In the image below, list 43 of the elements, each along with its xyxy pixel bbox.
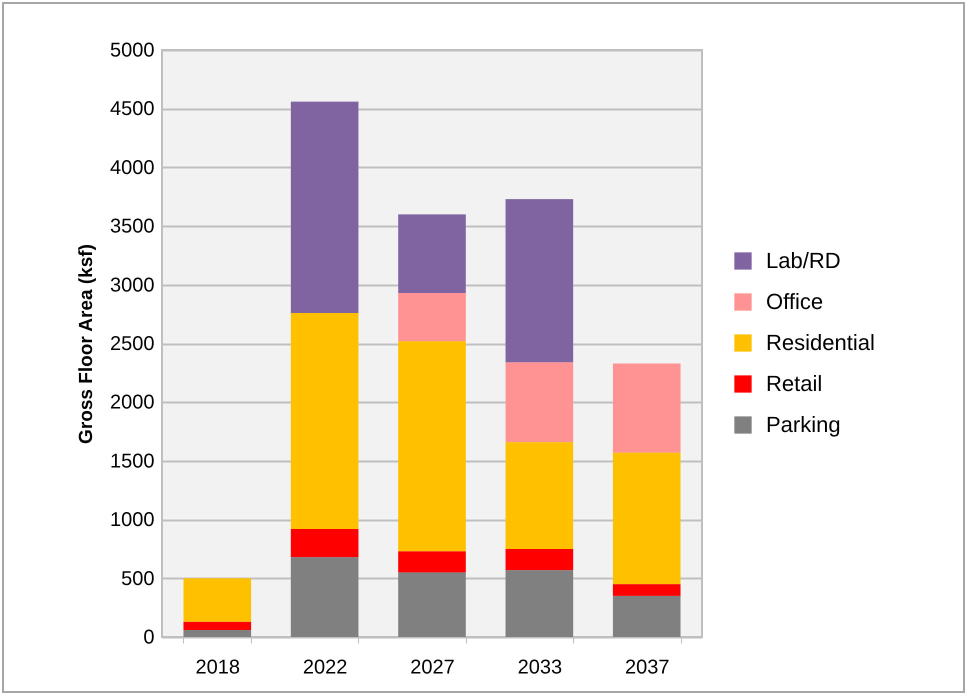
bar [506,548,574,570]
x-tick-label: 2033 [518,656,562,678]
y-axis-title: Gross Floor Area (ksf) [76,244,98,444]
bar [612,596,681,637]
bar [398,293,466,342]
bar [183,630,252,637]
bar [398,572,466,637]
bar [506,199,574,362]
x-tick-label: 2037 [624,656,670,678]
bar [506,570,574,637]
x-tick-label: 2022 [302,656,348,678]
bar [290,102,358,313]
y-tick-label: 4500 [110,98,154,120]
bar [398,341,466,552]
bar [612,584,681,596]
y-tick-label: 4000 [110,156,154,179]
legend-label: Retail [766,371,822,396]
legend-label: Office [766,289,824,314]
y-tick-label: 0 [143,626,154,648]
bar [398,214,466,294]
bar [290,312,358,529]
bar [398,551,466,572]
legend-label: Residential [766,330,875,355]
bar [612,363,681,453]
bar [183,622,252,630]
bar [290,557,358,637]
y-tick-label: 2500 [110,333,154,355]
y-tick-label: 500 [121,568,154,590]
y-tick-label: 3500 [110,216,154,238]
y-tick-label: 2000 [110,392,154,414]
y-tick-label: 5000 [110,40,154,62]
bar [506,362,574,442]
bar [183,578,252,622]
bar [290,528,358,558]
legend-label: Parking [766,412,841,437]
bar [506,442,574,549]
bar [612,452,681,584]
legend-label: Lab/RD [766,248,841,273]
x-tick-label: 2027 [410,656,455,678]
x-tick-label: 2018 [196,656,240,678]
y-tick-label: 3000 [110,274,154,296]
y-tick-label: 1000 [110,509,154,532]
y-tick-label: 1500 [110,450,154,472]
